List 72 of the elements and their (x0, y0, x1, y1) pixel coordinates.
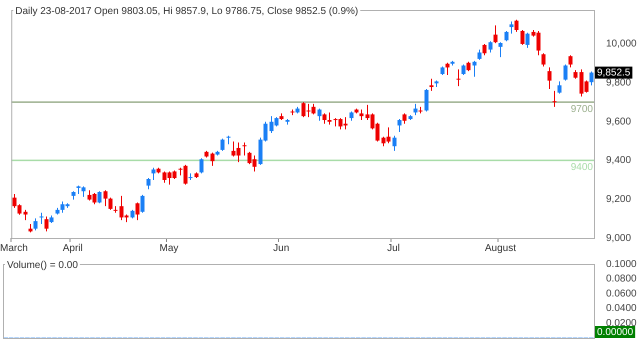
candlestick (108, 197, 112, 210)
candlestick (510, 20, 514, 34)
candlestick (564, 64, 568, 82)
candlestick (114, 206, 118, 214)
candlestick (140, 194, 144, 214)
y-tick-label: 9,600 (606, 116, 632, 128)
candlestick (472, 60, 476, 78)
candlestick (462, 64, 466, 76)
candlestick (24, 209, 28, 221)
candlestick (514, 19, 518, 32)
candlestick (504, 30, 508, 42)
candlestick (392, 135, 396, 152)
candlestick (398, 118, 402, 133)
candlestick (456, 68, 460, 87)
ref-line-label: 9400 (570, 162, 594, 174)
candlestick (558, 80, 562, 94)
candlestick (200, 158, 204, 174)
candlestick (498, 42, 502, 58)
x-tick-label: Jun (273, 242, 290, 254)
candlestick (526, 32, 530, 48)
candlestick (350, 110, 354, 122)
candlestick (98, 190, 102, 204)
x-tick-label: Jul (387, 242, 400, 254)
y-tick-label: 9,200 (606, 194, 632, 205)
chart-title: Volume() = 0.00 (7, 260, 78, 271)
candlestick (328, 112, 332, 126)
candlestick (360, 109, 364, 121)
candlestick (414, 103, 418, 116)
candlestick (40, 212, 44, 225)
text: 0.00000 (597, 326, 634, 338)
candlestick (104, 190, 108, 207)
candlestick (322, 112, 326, 124)
candlestick (488, 40, 492, 53)
y-tick-label: 0.0400 (606, 303, 638, 314)
y-tick-label: 0.0200 (606, 318, 638, 329)
y-tick-label: 9,400 (606, 155, 632, 166)
annotation: 9,852.5 (597, 67, 631, 78)
x-tick-label: March (0, 242, 28, 254)
candlestick (466, 61, 470, 72)
candlestick (402, 112, 406, 124)
candlestick (424, 88, 428, 112)
y-tick-label: 9,800 (606, 78, 632, 89)
y-tick-label: 0.0600 (606, 288, 638, 300)
candlestick (136, 202, 140, 221)
candlestick (590, 71, 594, 86)
y-tick-label: 0.0800 (606, 274, 638, 285)
candlestick (146, 178, 150, 190)
chart-title: Daily 23-08-2017 Open 9803.05, Hi 9857.9, Lo 9786.75, Close 9852.5 (0.9%) (15, 6, 358, 17)
candlestick (568, 54, 572, 68)
candlestick (494, 24, 498, 44)
y-tick-label: 0.1000 (606, 258, 638, 270)
y-tick-label: 9,000 (606, 232, 632, 244)
ref-line-label: 9700 (570, 104, 594, 115)
candlestick (44, 216, 48, 232)
x-tick-label: May (160, 242, 178, 254)
candlestick (152, 167, 156, 180)
y-tick-label: 10,000 (606, 38, 638, 50)
candlestick (520, 29, 524, 46)
candlestick (226, 135, 230, 145)
candlestick (542, 52, 546, 67)
candlestick (242, 142, 246, 156)
candlestick (318, 108, 322, 122)
candlestick (210, 152, 214, 166)
candlestick (220, 138, 224, 152)
candlestick (552, 90, 556, 108)
x-tick-label: April (62, 242, 83, 254)
candlestick (478, 49, 482, 60)
candlestick (34, 218, 38, 231)
x-tick-label: August (484, 242, 516, 254)
candlestick (446, 62, 450, 76)
candlestick (482, 43, 486, 56)
candlestick (548, 66, 552, 90)
